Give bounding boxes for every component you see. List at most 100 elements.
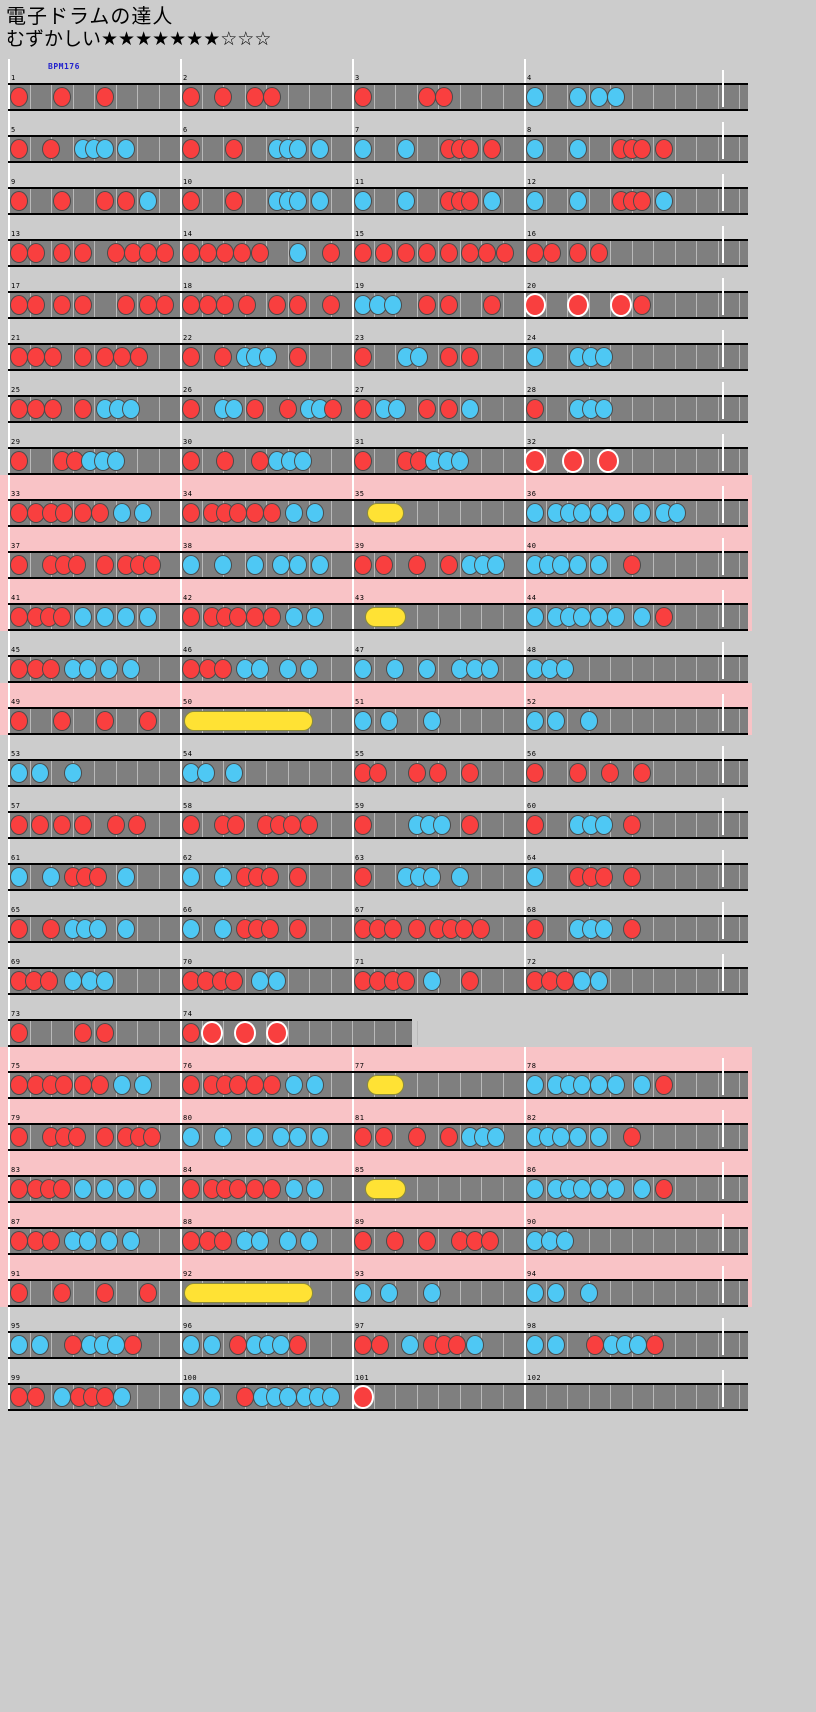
- ka-note[interactable]: [250, 1231, 269, 1251]
- don-note[interactable]: [396, 243, 415, 263]
- don-note[interactable]: [138, 1283, 157, 1303]
- don-note[interactable]: [407, 1127, 426, 1147]
- don-note[interactable]: [383, 919, 402, 939]
- don-note[interactable]: [95, 711, 114, 731]
- don-note[interactable]: [224, 971, 243, 991]
- ka-note[interactable]: [590, 1075, 609, 1095]
- don-note[interactable]: [95, 1387, 114, 1407]
- ka-note[interactable]: [74, 607, 93, 627]
- don-note[interactable]: [9, 347, 28, 367]
- don-note[interactable]: [52, 1283, 71, 1303]
- don-note[interactable]: [9, 503, 28, 523]
- don-note[interactable]: [353, 555, 372, 575]
- ka-note[interactable]: [293, 451, 312, 471]
- don-note[interactable]: [246, 607, 265, 627]
- don-note[interactable]: [246, 87, 265, 107]
- don-note[interactable]: [181, 1231, 200, 1251]
- don-note[interactable]: [439, 243, 458, 263]
- don-note[interactable]: [461, 243, 480, 263]
- don-note[interactable]: [117, 191, 136, 211]
- don-note[interactable]: [52, 191, 71, 211]
- ka-note[interactable]: [181, 1387, 200, 1407]
- drumroll-note[interactable]: [367, 503, 404, 523]
- ka-note[interactable]: [353, 711, 372, 731]
- don-note[interactable]: [229, 1335, 248, 1355]
- don-note[interactable]: [353, 87, 372, 107]
- don-note[interactable]: [74, 503, 93, 523]
- ka-note[interactable]: [284, 503, 303, 523]
- ka-note[interactable]: [106, 1335, 125, 1355]
- ka-note[interactable]: [63, 763, 82, 783]
- ka-note[interactable]: [568, 139, 587, 159]
- ka-note[interactable]: [547, 1335, 566, 1355]
- ka-note[interactable]: [306, 503, 325, 523]
- don-note[interactable]: [353, 451, 372, 471]
- big-don-note[interactable]: [609, 293, 632, 317]
- don-note[interactable]: [321, 243, 340, 263]
- ka-note[interactable]: [181, 1127, 200, 1147]
- ka-note[interactable]: [117, 1179, 136, 1199]
- don-note[interactable]: [622, 919, 641, 939]
- ka-note[interactable]: [52, 1387, 71, 1407]
- don-note[interactable]: [418, 1231, 437, 1251]
- don-note[interactable]: [418, 87, 437, 107]
- ka-note[interactable]: [214, 555, 232, 575]
- don-note[interactable]: [138, 295, 157, 315]
- don-note[interactable]: [67, 555, 86, 575]
- don-note[interactable]: [106, 243, 125, 263]
- ka-note[interactable]: [181, 867, 200, 887]
- don-note[interactable]: [407, 763, 426, 783]
- don-note[interactable]: [235, 1387, 254, 1407]
- ka-note[interactable]: [138, 1179, 157, 1199]
- don-note[interactable]: [321, 295, 340, 315]
- don-note[interactable]: [439, 295, 458, 315]
- ka-note[interactable]: [284, 1075, 303, 1095]
- ka-note[interactable]: [555, 659, 574, 679]
- ka-note[interactable]: [551, 1127, 570, 1147]
- don-note[interactable]: [181, 1075, 200, 1095]
- don-note[interactable]: [143, 555, 162, 575]
- don-note[interactable]: [594, 867, 613, 887]
- don-note[interactable]: [74, 347, 93, 367]
- ka-note[interactable]: [461, 399, 480, 419]
- ka-note[interactable]: [284, 1179, 303, 1199]
- ka-note[interactable]: [121, 1231, 140, 1251]
- ka-note[interactable]: [654, 191, 673, 211]
- don-note[interactable]: [370, 1335, 389, 1355]
- don-note[interactable]: [63, 1335, 82, 1355]
- don-note[interactable]: [181, 503, 200, 523]
- don-note[interactable]: [429, 763, 447, 783]
- ka-note[interactable]: [607, 1075, 626, 1095]
- don-note[interactable]: [42, 919, 60, 939]
- ka-note[interactable]: [214, 1127, 232, 1147]
- don-note[interactable]: [439, 399, 458, 419]
- don-note[interactable]: [407, 919, 426, 939]
- ka-note[interactable]: [246, 555, 265, 575]
- drumroll-note[interactable]: [364, 607, 406, 627]
- don-note[interactable]: [224, 191, 243, 211]
- ka-note[interactable]: [95, 607, 114, 627]
- ka-note[interactable]: [203, 1335, 222, 1355]
- don-note[interactable]: [461, 191, 480, 211]
- ka-note[interactable]: [42, 867, 60, 887]
- ka-note[interactable]: [590, 503, 609, 523]
- don-note[interactable]: [622, 555, 641, 575]
- don-note[interactable]: [289, 295, 308, 315]
- ka-note[interactable]: [112, 503, 131, 523]
- ka-note[interactable]: [214, 919, 232, 939]
- ka-note[interactable]: [106, 451, 125, 471]
- don-note[interactable]: [9, 1075, 28, 1095]
- don-note[interactable]: [54, 503, 73, 523]
- ka-note[interactable]: [568, 87, 587, 107]
- ka-note[interactable]: [547, 711, 566, 731]
- don-note[interactable]: [267, 295, 286, 315]
- don-note[interactable]: [633, 763, 652, 783]
- don-note[interactable]: [138, 711, 157, 731]
- ka-note[interactable]: [95, 971, 114, 991]
- big-don-note[interactable]: [523, 293, 546, 317]
- ka-note[interactable]: [181, 1335, 200, 1355]
- don-note[interactable]: [461, 815, 480, 835]
- ka-note[interactable]: [134, 503, 153, 523]
- don-note[interactable]: [555, 971, 574, 991]
- ka-note[interactable]: [379, 1283, 398, 1303]
